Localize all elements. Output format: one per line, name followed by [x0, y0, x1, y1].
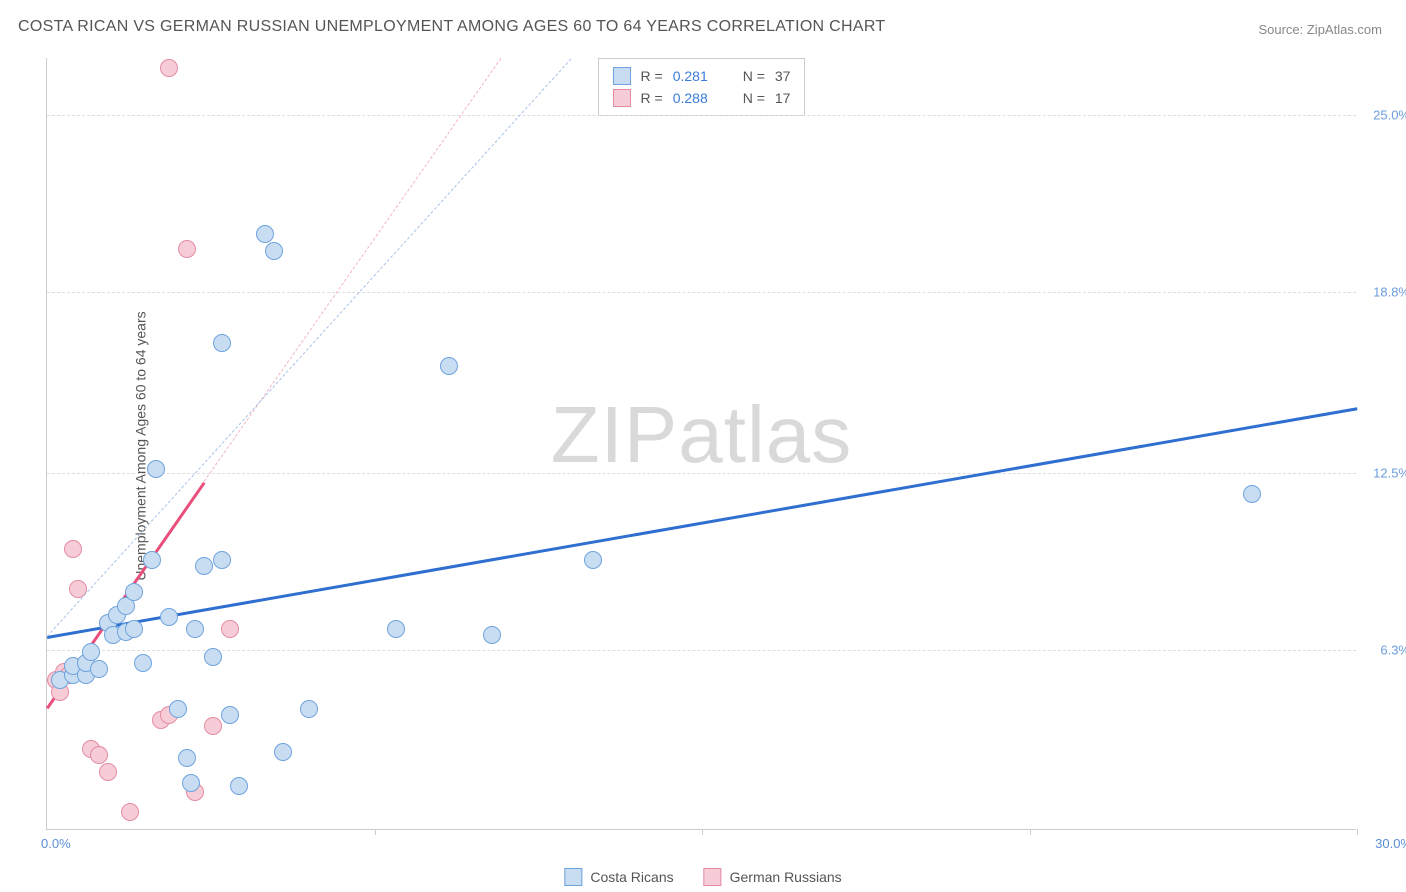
data-point: [169, 700, 187, 718]
x-tick: [375, 829, 376, 835]
n-value: 17: [775, 90, 791, 106]
data-point: [90, 746, 108, 764]
correlation-legend: R = 0.281 N = 37 R = 0.288 N = 17: [598, 58, 806, 116]
data-point: [387, 620, 405, 638]
trend-line: [47, 407, 1357, 638]
data-point: [99, 763, 117, 781]
legend-row: R = 0.281 N = 37: [613, 65, 791, 87]
legend-swatch: [613, 89, 631, 107]
y-tick-label: 6.3%: [1360, 642, 1406, 657]
data-point: [256, 225, 274, 243]
data-point: [221, 620, 239, 638]
series-legend: Costa Ricans German Russians: [564, 868, 841, 886]
n-value: 37: [775, 68, 791, 84]
data-point: [134, 654, 152, 672]
y-tick-label: 18.8%: [1360, 285, 1406, 300]
trend-line-extension: [47, 58, 572, 636]
watermark: ZIPatlas: [551, 388, 852, 480]
watermark-thin: atlas: [678, 389, 852, 478]
legend-series-name: German Russians: [730, 869, 842, 885]
data-point: [121, 803, 139, 821]
data-point: [195, 557, 213, 575]
data-point: [213, 334, 231, 352]
data-point: [274, 743, 292, 761]
data-point: [182, 774, 200, 792]
source-label: Source:: [1258, 22, 1306, 37]
data-point: [584, 551, 602, 569]
gridline: [47, 292, 1356, 293]
data-point: [82, 643, 100, 661]
data-point: [178, 240, 196, 258]
legend-item: Costa Ricans: [564, 868, 673, 886]
legend-swatch: [613, 67, 631, 85]
data-point: [265, 242, 283, 260]
data-point: [186, 620, 204, 638]
n-label: N =: [743, 68, 765, 84]
data-point: [90, 660, 108, 678]
legend-swatch: [564, 868, 582, 886]
data-point: [440, 357, 458, 375]
data-point: [125, 620, 143, 638]
data-point: [178, 749, 196, 767]
data-point: [160, 608, 178, 626]
legend-item: German Russians: [704, 868, 842, 886]
r-value: 0.281: [673, 68, 725, 84]
data-point: [147, 460, 165, 478]
data-point: [204, 717, 222, 735]
data-point: [64, 540, 82, 558]
gridline: [47, 473, 1356, 474]
data-point: [230, 777, 248, 795]
x-axis-origin-label: 0.0%: [41, 836, 71, 851]
source-name: ZipAtlas.com: [1307, 22, 1382, 37]
chart-title: COSTA RICAN VS GERMAN RUSSIAN UNEMPLOYME…: [18, 18, 885, 36]
legend-series-name: Costa Ricans: [590, 869, 673, 885]
data-point: [483, 626, 501, 644]
x-tick: [1357, 829, 1358, 835]
data-point: [160, 59, 178, 77]
legend-row: R = 0.288 N = 17: [613, 87, 791, 109]
r-label: R =: [641, 90, 663, 106]
watermark-bold: ZIP: [551, 389, 678, 478]
data-point: [300, 700, 318, 718]
x-tick: [1030, 829, 1031, 835]
y-tick-label: 12.5%: [1360, 465, 1406, 480]
trend-line-extension: [204, 58, 502, 482]
x-axis-max-label: 30.0%: [1375, 836, 1406, 851]
r-value: 0.288: [673, 90, 725, 106]
data-point: [204, 648, 222, 666]
y-tick-label: 25.0%: [1360, 108, 1406, 123]
source-attribution: Source: ZipAtlas.com: [1258, 22, 1382, 37]
scatter-plot-area: ZIPatlas R =0.281N =37R =0.288N =17 0.0%…: [46, 58, 1356, 830]
r-label: R =: [641, 68, 663, 84]
data-point: [213, 551, 231, 569]
data-point: [125, 583, 143, 601]
n-label: N =: [743, 90, 765, 106]
x-tick: [702, 829, 703, 835]
gridline: [47, 115, 1356, 116]
data-point: [143, 551, 161, 569]
legend-swatch: [704, 868, 722, 886]
data-point: [221, 706, 239, 724]
gridline: [47, 650, 1356, 651]
data-point: [1243, 485, 1261, 503]
